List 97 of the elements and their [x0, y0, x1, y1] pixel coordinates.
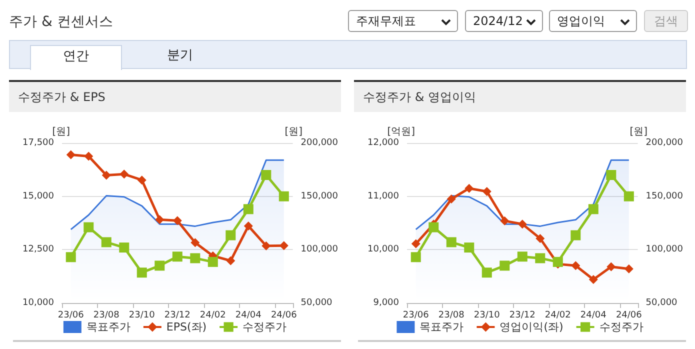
x-tick-label: 24/06: [270, 310, 298, 320]
point: [226, 256, 236, 266]
y2-axis-title: [원]: [284, 126, 303, 138]
legend-label: 수정주가: [242, 320, 287, 334]
point: [278, 191, 289, 202]
legend-label: 수정주가: [599, 320, 644, 334]
point: [624, 191, 634, 202]
point: [446, 194, 456, 204]
point: [119, 242, 130, 253]
x-tick-label: 24/02: [200, 310, 226, 320]
text: 검색: [644, 10, 688, 32]
text: 주가 & 컨센서스: [9, 13, 113, 31]
point: [190, 238, 200, 248]
point: [464, 184, 474, 193]
point: [243, 204, 254, 214]
point: [120, 170, 129, 179]
point: [262, 241, 271, 250]
point: [410, 252, 421, 262]
y2-tick-label: 150,000: [300, 191, 338, 202]
point: [66, 150, 76, 160]
point: [428, 222, 439, 232]
legend-label: 목표주가: [86, 320, 130, 334]
y-tick-label: 12,000: [368, 138, 400, 148]
point: [552, 256, 563, 267]
point: [66, 252, 76, 262]
text: 2024/12: [465, 10, 543, 32]
point: [137, 176, 146, 185]
x-tick-label: 23/08: [438, 310, 465, 320]
x-tick-label: 24/04: [235, 310, 262, 320]
point: [570, 230, 581, 240]
y2-tick-label: 50,000: [300, 298, 333, 308]
y-tick-label: 11,000: [368, 191, 400, 202]
y-tick-label: 10,000: [368, 244, 400, 255]
point: [624, 264, 634, 274]
point: [446, 237, 456, 248]
text: 연간: [30, 45, 122, 70]
point: [571, 261, 580, 270]
point: [154, 260, 165, 271]
x-tick-label: 23/06: [402, 310, 430, 320]
point: [411, 239, 420, 248]
x-tick-label: 24/04: [580, 310, 607, 320]
x-tick-label: 24/02: [544, 310, 571, 320]
legend-label: EPS(좌): [166, 320, 207, 334]
y2-tick-label: 100,000: [646, 244, 684, 255]
y2-axis-title: [원]: [630, 126, 648, 138]
point: [518, 220, 527, 229]
point: [588, 275, 598, 284]
chart-title: 수정주가 & 영업이익: [354, 80, 686, 112]
point: [606, 170, 616, 180]
point: [500, 260, 510, 271]
x-tick-label: 24/06: [616, 310, 642, 320]
y-tick-label: 9,000: [373, 298, 400, 308]
x-tick-label: 23/06: [58, 310, 84, 320]
point: [208, 256, 218, 267]
x-tick-label: 23/10: [128, 310, 156, 320]
y-axis-title: [억원]: [387, 126, 416, 138]
y-tick-label: 10,000: [22, 298, 54, 308]
x-tick-label: 23/08: [93, 310, 120, 320]
point: [84, 152, 94, 161]
point: [606, 262, 616, 272]
point: [155, 215, 164, 224]
text: 영업이익: [549, 10, 637, 32]
y2-tick-label: 150,000: [646, 191, 684, 202]
y2-tick-label: 200,000: [646, 138, 684, 148]
point: [500, 216, 510, 226]
chart-title: 수정주가 & EPS: [9, 80, 341, 112]
point: [244, 221, 253, 230]
y-tick-label: 15,000: [22, 191, 54, 202]
y-axis-title: [원]: [52, 126, 70, 138]
y-tick-label: 17,500: [22, 138, 54, 148]
x-tick-label: 23/12: [164, 310, 190, 320]
point: [482, 187, 492, 196]
point: [482, 268, 492, 278]
text: 분기: [166, 47, 194, 65]
point: [102, 170, 111, 180]
point: [190, 253, 200, 264]
point: [588, 204, 598, 214]
legend-label: 영업이익(좌): [500, 320, 564, 334]
x-tick-label: 23/10: [474, 310, 500, 320]
y2-tick-label: 50,000: [646, 298, 678, 308]
text: 주재무제표: [348, 10, 458, 32]
x-tick-label: 23/12: [509, 310, 536, 320]
y2-tick-label: 200,000: [300, 138, 338, 148]
y-tick-label: 12,500: [22, 244, 54, 255]
point: [136, 268, 147, 278]
point: [226, 230, 236, 240]
point: [101, 237, 112, 248]
point: [464, 242, 474, 253]
point: [517, 252, 528, 262]
y2-tick-label: 100,000: [300, 244, 338, 255]
point: [84, 222, 94, 232]
point: [261, 170, 272, 180]
point: [536, 234, 545, 243]
point: [172, 252, 182, 262]
legend-label: 목표주가: [420, 320, 464, 334]
point: [535, 253, 546, 264]
point: [172, 216, 182, 226]
